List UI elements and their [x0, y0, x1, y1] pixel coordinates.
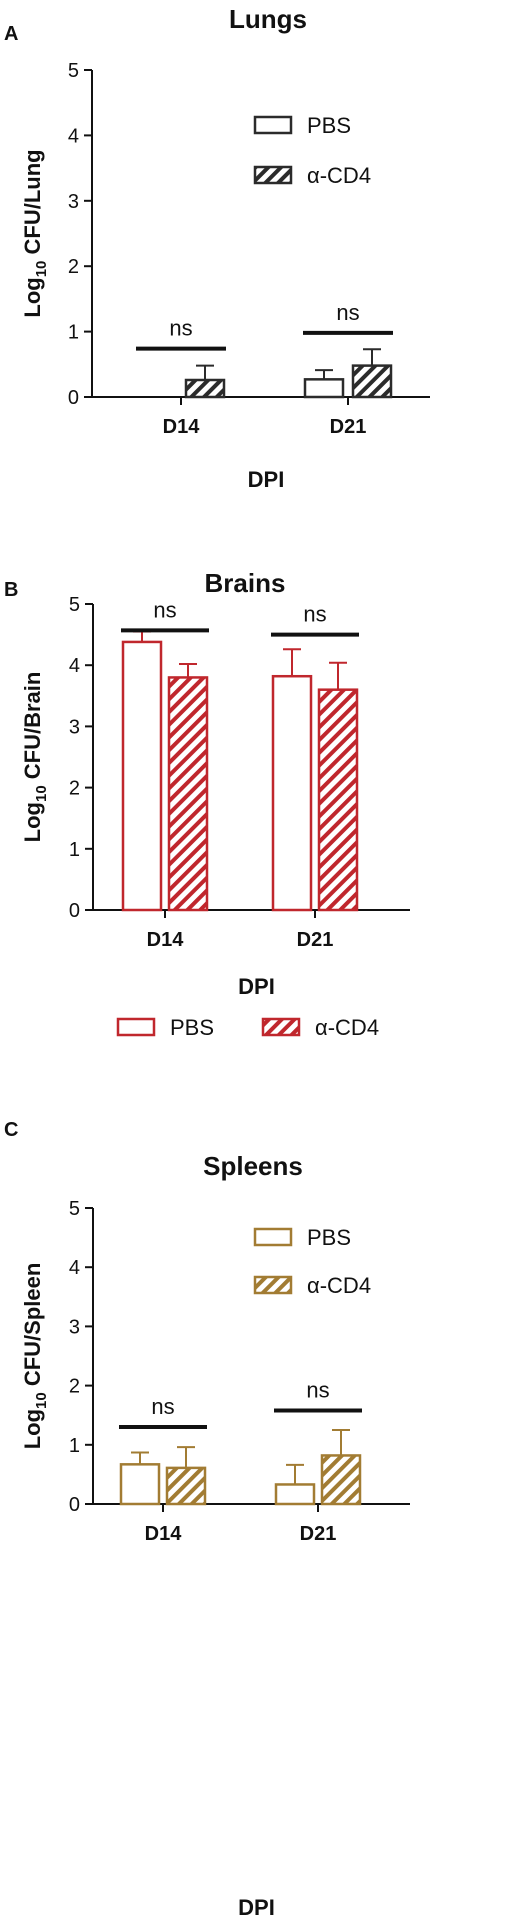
x-axis-label: DPI — [238, 1895, 275, 1920]
y-axis-label-subscript: 10 — [33, 261, 50, 278]
bar-acd4-d21 — [351, 364, 393, 399]
chart-panel-brains: B Brains 0 1 2 3 4 5 Log10 CFU/Brain D14 ns D21 ns DP… — [4, 568, 410, 1040]
legend-label: α-CD4 — [307, 163, 371, 188]
bar-acd4-d21 — [317, 688, 359, 912]
bar-pbs-d21 — [271, 674, 313, 912]
y-axis-label: Log10 CFU/Spleen — [20, 1263, 50, 1450]
significance-label: ns — [336, 300, 359, 325]
y-tick-label: 5 — [68, 60, 79, 82]
y-tick-label: 1 — [69, 1435, 80, 1457]
legend-label: PBS — [307, 1225, 351, 1250]
y-axis-label-subscript: 10 — [33, 1392, 50, 1409]
y-axis-label-prefix: Log — [20, 802, 45, 842]
bar-pbs-d14 — [121, 640, 163, 912]
legend-swatch-acd4 — [253, 1275, 293, 1295]
x-tick-label: D14 — [147, 929, 185, 951]
y-axis-label-suffix: CFU/Brain — [20, 672, 45, 786]
legend-swatch-acd4 — [253, 165, 293, 185]
bar-acd4-d21 — [320, 1454, 362, 1506]
x-tick-label: D21 — [330, 416, 367, 438]
chart-title: Lungs — [229, 4, 307, 34]
chart-panel-spleens: C Spleens 0 1 2 3 4 5 Log10 CFU/Spleen D14 ns D21 ns… — [4, 1119, 410, 1920]
legend-label: PBS — [170, 1015, 214, 1040]
y-axis-label-prefix: Log — [20, 277, 45, 317]
x-axis-label: DPI — [248, 467, 285, 492]
y-tick-label: 3 — [69, 1316, 80, 1338]
chart-panel-lungs: A Lungs 0 1 2 3 4 5 Log10 CFU/Lung D14 ns D21 ns DPI P… — [4, 4, 430, 492]
legend-swatch-pbs — [253, 115, 293, 135]
significance-label: ns — [153, 597, 176, 622]
legend-swatch-acd4 — [261, 1017, 301, 1037]
y-axis-label-suffix: CFU/Spleen — [20, 1263, 45, 1393]
y-tick-label: 2 — [69, 778, 80, 800]
bar-pbs-d14 — [119, 1463, 161, 1506]
y-tick-label: 2 — [69, 1376, 80, 1398]
chart-title: Brains — [205, 568, 286, 598]
legend-swatch-pbs — [116, 1017, 156, 1037]
legend-label: PBS — [307, 113, 351, 138]
bar-pbs-d21 — [274, 1483, 316, 1506]
significance-label: ns — [303, 602, 326, 627]
bar-acd4-d14 — [167, 676, 209, 912]
panel-label: B — [4, 579, 18, 601]
x-tick-label: D14 — [163, 416, 201, 438]
y-tick-label: 4 — [69, 1257, 80, 1279]
bar-acd4-d14 — [165, 1466, 207, 1506]
x-tick-label: D21 — [297, 929, 334, 951]
y-tick-label: 5 — [69, 594, 80, 616]
y-tick-label: 1 — [68, 322, 79, 344]
y-tick-label: 1 — [69, 839, 80, 861]
y-tick-label: 3 — [69, 716, 80, 738]
y-axis-label-suffix: CFU/Lung — [20, 149, 45, 260]
panel-label: A — [4, 23, 18, 45]
x-tick-label: D21 — [300, 1523, 337, 1545]
y-tick-label: 3 — [68, 191, 79, 213]
x-axis-label: DPI — [238, 974, 275, 999]
y-axis-label-prefix: Log — [20, 1409, 45, 1449]
y-axis-label: Log10 CFU/Brain — [20, 672, 50, 843]
significance-label: ns — [306, 1377, 329, 1402]
y-axis-label-subscript: 10 — [33, 785, 50, 802]
y-tick-label: 5 — [69, 1198, 80, 1220]
y-tick-label: 0 — [69, 900, 80, 922]
significance-label: ns — [151, 1394, 174, 1419]
significance-label: ns — [169, 316, 192, 341]
y-tick-label: 0 — [68, 387, 79, 409]
bar-pbs-d21 — [303, 378, 345, 399]
y-tick-label: 0 — [69, 1494, 80, 1516]
chart-title: Spleens — [203, 1151, 303, 1181]
y-tick-label: 2 — [68, 256, 79, 278]
legend-label: α-CD4 — [315, 1015, 379, 1040]
legend-swatch-pbs — [253, 1227, 293, 1247]
panel-label: C — [4, 1119, 18, 1141]
y-axis-label: Log10 CFU/Lung — [20, 149, 50, 317]
legend-label: α-CD4 — [307, 1273, 371, 1298]
bar-acd4-d14 — [184, 378, 226, 399]
x-tick-label: D14 — [145, 1523, 183, 1545]
y-tick-label: 4 — [68, 125, 79, 147]
y-tick-label: 4 — [69, 655, 80, 677]
